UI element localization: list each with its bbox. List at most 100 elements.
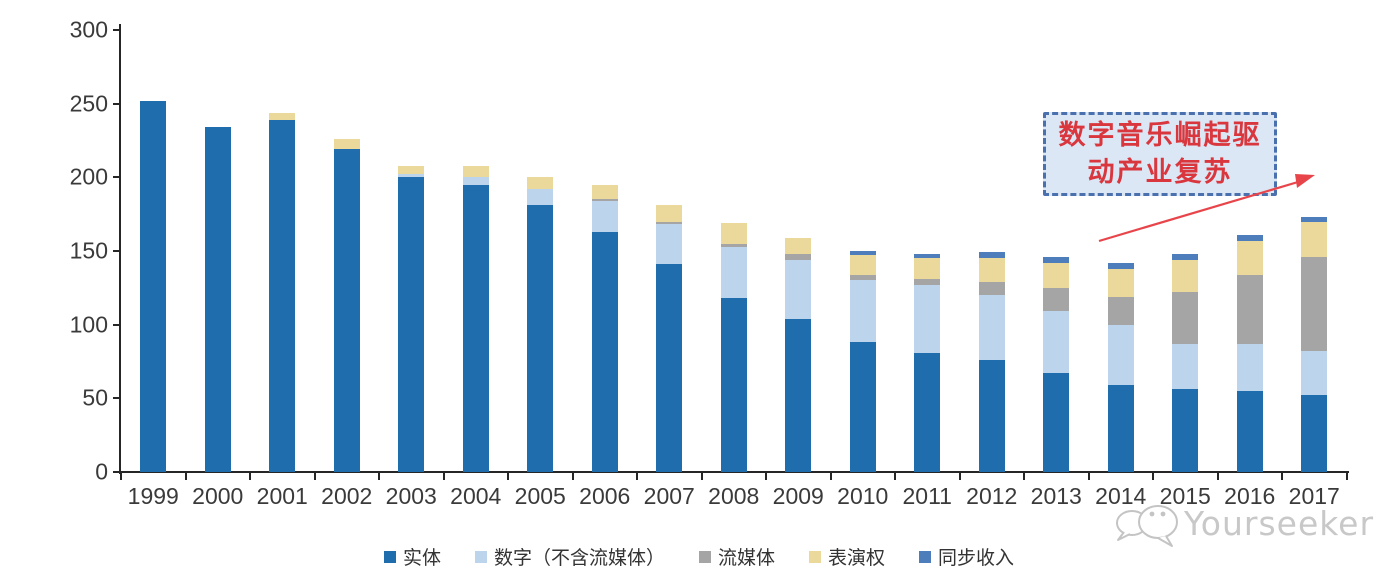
legend-label: 实体 — [402, 548, 441, 569]
x-tick-label: 2007 — [643, 483, 695, 509]
bar-segment-streaming — [785, 253, 812, 260]
x-tick — [507, 473, 509, 480]
bar-segment-streaming — [1172, 292, 1199, 344]
watermark-text: Yourseeker — [1184, 503, 1375, 543]
bar-segment-digital-excl-streaming — [527, 189, 554, 206]
y-tick — [113, 29, 121, 31]
x-tick — [1216, 473, 1219, 480]
x-tick-label: 2017 — [1288, 483, 1340, 509]
x-axis-line — [113, 471, 1349, 473]
x-tick-label: 2010 — [837, 483, 889, 509]
bar-segment-digital-excl-streaming — [398, 174, 425, 178]
annotation-text-line2: 动产业复苏 — [1087, 157, 1233, 187]
bar-segment-sync-revenue — [1107, 262, 1134, 269]
y-tick-label: 0 — [95, 458, 108, 485]
bar-segment-sync-revenue — [1236, 234, 1263, 241]
legend-swatch-icon — [919, 550, 932, 563]
y-tick — [113, 323, 121, 326]
bar-segment-digital-excl-streaming — [656, 224, 683, 265]
x-tick-label: 2005 — [514, 483, 566, 509]
legend-label: 数字（不含流媒体） — [493, 548, 665, 569]
bar-segment-streaming — [720, 243, 747, 247]
x-tick — [1087, 473, 1090, 480]
bar-segment-physical — [1043, 373, 1070, 472]
bar-segment-digital-excl-streaming — [978, 295, 1005, 360]
bar-segment-performance-rights — [849, 255, 876, 275]
bar-segment-performance-rights — [527, 177, 554, 190]
bar-segment-digital-excl-streaming — [785, 259, 812, 319]
annotation-box: 数字音乐崛起驱 动产业复苏 — [1043, 112, 1277, 196]
x-tick-label: 2000 — [192, 483, 244, 509]
bar-segment-physical — [591, 231, 618, 472]
bar-segment-sync-revenue — [1043, 256, 1070, 263]
legend-item-performance-rights: 表演权 — [809, 543, 885, 570]
y-axis-line — [119, 24, 121, 474]
x-tick — [1281, 473, 1283, 480]
x-tick-label: 2004 — [450, 483, 502, 509]
legend-item-streaming: 流媒体 — [698, 543, 775, 570]
x-tick-label: 2014 — [1095, 483, 1147, 509]
y-tick-label: 150 — [69, 237, 108, 264]
y-tick — [113, 471, 121, 473]
bar-segment-physical — [1301, 395, 1328, 472]
x-tick-label: 2012 — [966, 483, 1018, 509]
bar-segment-performance-rights — [333, 139, 360, 150]
bar-segment-physical — [398, 177, 425, 472]
legend-label: 同步收入 — [938, 548, 1015, 569]
x-tick — [1152, 473, 1154, 480]
x-tick — [700, 473, 703, 480]
bar-segment-physical — [785, 318, 812, 472]
y-tick — [113, 397, 121, 400]
x-tick — [636, 473, 638, 480]
x-tick-label: 2013 — [1030, 483, 1082, 509]
bar-segment-sync-revenue — [849, 251, 876, 256]
bar-segment-digital-excl-streaming — [1043, 311, 1070, 374]
bar-segment-performance-rights — [269, 112, 296, 120]
bar-segment-performance-rights — [1107, 268, 1134, 297]
legend-swatch-icon — [809, 550, 821, 563]
y-tick — [113, 176, 121, 179]
bar-segment-physical — [333, 149, 360, 472]
bar-segment-physical — [849, 342, 876, 472]
x-tick — [1023, 473, 1025, 480]
bar-segment-physical — [140, 100, 167, 472]
bar-segment-digital-excl-streaming — [1236, 343, 1263, 391]
x-tick — [765, 473, 767, 480]
annotation-text-line1: 数字音乐崛起驱 — [1058, 120, 1262, 150]
y-tick-label: 250 — [69, 90, 108, 117]
x-tick-label: 2009 — [772, 483, 824, 509]
x-tick-label: 2003 — [385, 483, 437, 509]
bar-segment-physical — [269, 119, 296, 472]
bar-segment-performance-rights — [462, 165, 489, 178]
x-tick-label: 2002 — [321, 483, 373, 509]
x-tick-label: 2001 — [256, 483, 308, 509]
bar-segment-streaming — [914, 278, 941, 285]
legend: 实体 数字（不含流媒体） 流媒体 表演权 同步收入 — [0, 543, 1398, 570]
bar-segment-digital-excl-streaming — [1301, 351, 1328, 396]
watermark: Yourseeker — [1108, 496, 1374, 550]
bar-segment-streaming — [1043, 287, 1070, 312]
bar-segment-streaming — [1301, 256, 1328, 352]
bar-segment-physical — [527, 205, 554, 472]
bar-segment-physical — [1236, 390, 1263, 472]
bar-segment-performance-rights — [785, 237, 812, 254]
x-tick-label: 2016 — [1224, 483, 1276, 509]
bar-segment-sync-revenue — [1172, 253, 1199, 260]
bar-segment-physical — [720, 298, 747, 472]
bar-segment-sync-revenue — [978, 252, 1005, 259]
bar-segment-digital-excl-streaming — [914, 284, 941, 353]
bar-segment-sync-revenue — [914, 253, 941, 259]
x-tick — [378, 473, 380, 480]
bar-segment-physical — [656, 264, 683, 472]
bar-segment-physical — [978, 360, 1005, 472]
legend-swatch-icon — [474, 550, 487, 563]
bar-segment-digital-excl-streaming — [462, 177, 489, 185]
legend-item-digital-excl-streaming: 数字（不含流媒体） — [474, 543, 665, 570]
bar-segment-streaming — [978, 281, 1005, 296]
bar-segment-digital-excl-streaming — [591, 200, 618, 232]
y-tick — [113, 250, 121, 252]
x-tick-label: 2006 — [579, 483, 631, 509]
bar-segment-performance-rights — [1043, 262, 1070, 288]
legend-item-sync-revenue: 同步收入 — [919, 543, 1014, 570]
bar-segment-sync-revenue — [1301, 217, 1328, 222]
